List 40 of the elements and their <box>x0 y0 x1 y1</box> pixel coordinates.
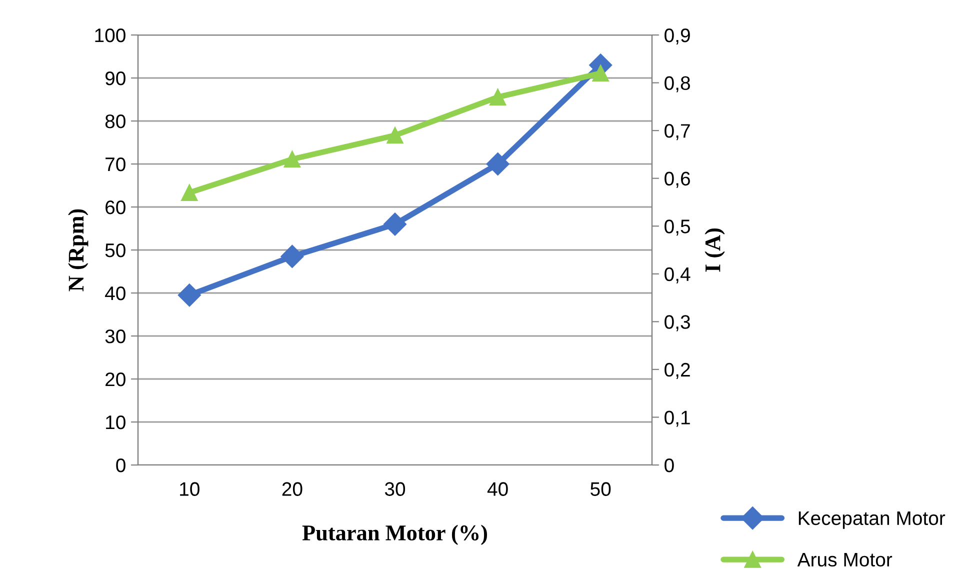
point <box>489 88 506 106</box>
y-tick-label: 50 <box>105 243 126 258</box>
y2-tick-label: 0 <box>664 458 674 472</box>
y-tick-label: 90 <box>105 71 126 86</box>
y2-tick-label: 0,2 <box>664 362 690 379</box>
y-tick-label: 60 <box>106 200 126 214</box>
y-tick-label: 20 <box>106 372 126 386</box>
y2-tick-label: 0,8 <box>664 76 690 92</box>
y2-tick-label: 0,1 <box>664 410 690 427</box>
x-tick-label: 20 <box>282 482 302 496</box>
y2-tick-label: 0,6 <box>664 172 690 188</box>
legend-label: Arus Motor <box>797 552 892 567</box>
y-tick-label: 80 <box>105 114 126 128</box>
point <box>384 212 406 236</box>
point <box>178 284 201 307</box>
y-tick-label: 0 <box>116 458 126 472</box>
y-tick-label: 10 <box>106 415 126 430</box>
x-tick-label: 30 <box>384 482 406 496</box>
y2-axis-title: I (A) <box>704 228 725 272</box>
x-tick-label: 50 <box>590 482 611 496</box>
y-tick-label: 100 <box>95 28 126 42</box>
y2-tick-label: 0,4 <box>664 267 690 284</box>
legend-label: Kecepatan Motor <box>798 512 946 529</box>
x-axis-title: Putaran Motor (%) <box>302 524 488 545</box>
point <box>592 64 609 82</box>
point <box>386 127 404 144</box>
y2-tick-label: 0,9 <box>664 28 690 45</box>
point <box>284 150 301 168</box>
y-axis-title: N (Rpm) <box>68 209 88 292</box>
x-tick-label: 40 <box>487 482 508 496</box>
y-tick-label: 30 <box>105 329 126 344</box>
point <box>280 244 304 268</box>
x-tick-label: 10 <box>180 482 200 496</box>
y2-tick-label: 0,3 <box>664 315 690 332</box>
point <box>486 152 510 176</box>
point <box>181 184 198 201</box>
y2-tick-label: 0,5 <box>664 220 690 236</box>
y-tick-label: 70 <box>106 157 126 172</box>
y-tick-label: 40 <box>105 286 126 300</box>
y2-tick-label: 0,7 <box>664 124 690 140</box>
